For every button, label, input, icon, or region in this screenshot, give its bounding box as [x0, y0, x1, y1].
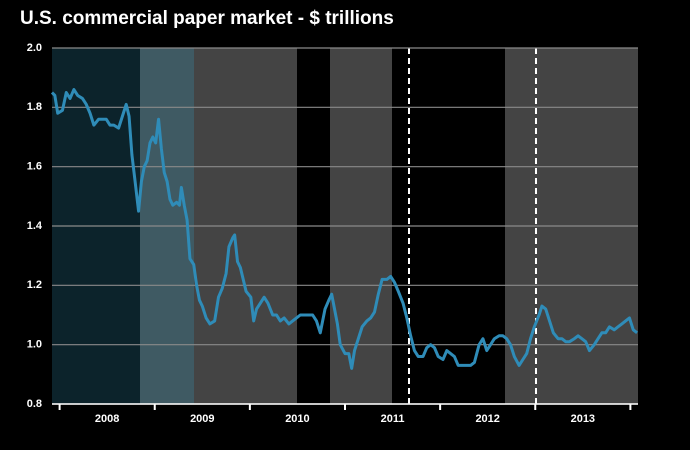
x-tick-label: 2009 — [190, 413, 214, 425]
x-tick-label: 2010 — [285, 413, 309, 425]
grid: 0.8 1.0 1.2 1.4 1.6 1.8 2.0 2008 2009 2010 2011 201… — [27, 42, 638, 425]
y-tick-label: 1.0 — [27, 339, 42, 351]
chart-title: U.S. commercial paper market - $ trillio… — [20, 8, 394, 29]
y-tick-label: 2.0 — [27, 42, 42, 54]
y-tick-label: 1.6 — [27, 161, 42, 173]
y-tick-label: 1.4 — [27, 220, 43, 232]
x-tick-label: 2011 — [381, 413, 405, 425]
plot — [50, 88, 638, 370]
x-tick-label: 2008 — [95, 413, 119, 425]
x-tick-label: 2013 — [571, 413, 595, 425]
x-tick-label: 2012 — [475, 413, 499, 425]
y-tick-label: 0.8 — [27, 398, 42, 410]
y-tick-label: 1.2 — [27, 279, 42, 291]
series-line — [50, 88, 638, 370]
y-tick-label: 1.8 — [27, 101, 42, 113]
